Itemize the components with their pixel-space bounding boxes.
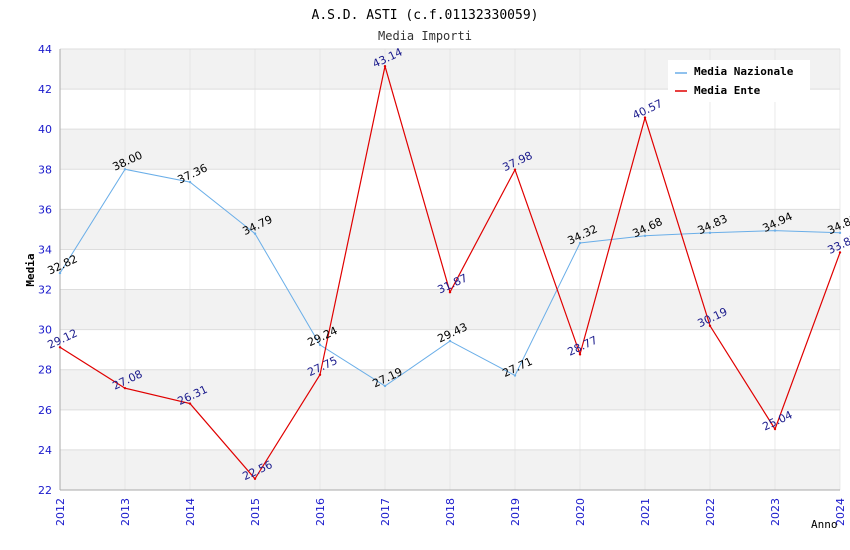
data-label-media-ente: 28.77 xyxy=(565,334,599,359)
data-point-media-ente xyxy=(643,116,647,119)
y-tick-label: 24 xyxy=(38,444,52,457)
x-tick-label: 2016 xyxy=(314,498,327,526)
data-point-media-ente xyxy=(513,168,517,171)
data-point-media-ente xyxy=(838,251,842,254)
data-point-media-nazionale xyxy=(773,229,777,232)
x-tick-label: 2012 xyxy=(54,498,67,526)
legend: Media Nazionale Media Ente xyxy=(668,60,810,102)
grid-lines xyxy=(59,48,841,491)
y-tick-label: 38 xyxy=(38,163,52,176)
data-labels: 32.8238.0037.3634.7929.2427.1929.4327.71… xyxy=(45,46,850,484)
y-tick-label: 22 xyxy=(38,484,52,497)
y-tick-label: 34 xyxy=(38,243,52,256)
x-tick-label: 2018 xyxy=(444,498,457,526)
data-point-media-nazionale xyxy=(578,241,582,245)
data-point-media-ente xyxy=(448,290,452,294)
y-tick-label: 32 xyxy=(38,284,52,297)
legend-label-media-ente: Media Ente xyxy=(694,84,761,97)
y-tick-label: 30 xyxy=(38,324,52,337)
data-point-media-nazionale xyxy=(513,374,517,377)
y-tick-label: 42 xyxy=(38,83,52,96)
data-point-media-ente xyxy=(253,477,257,480)
data-point-media-nazionale xyxy=(188,180,192,184)
data-point-media-ente xyxy=(773,427,777,431)
data-point-media-nazionale xyxy=(383,384,387,388)
x-tick-label: 2022 xyxy=(704,498,717,526)
series-lines xyxy=(58,65,842,480)
legend-box xyxy=(668,60,810,102)
y-axis-label: Media xyxy=(24,253,37,286)
x-tick-label: 2013 xyxy=(119,498,132,526)
data-point-media-nazionale xyxy=(838,231,842,235)
data-point-media-ente xyxy=(383,65,387,68)
axes xyxy=(59,49,840,491)
x-tick-label: 2019 xyxy=(509,498,522,526)
x-tick-label: 2020 xyxy=(574,498,587,526)
data-point-media-nazionale xyxy=(253,232,257,235)
legend-label-media-nazionale: Media Nazionale xyxy=(694,65,794,78)
y-tick-label: 28 xyxy=(38,364,52,377)
chart-subtitle: Media Importi xyxy=(378,29,472,43)
data-label-media-ente: 40.57 xyxy=(630,97,664,122)
x-tick-label: 2021 xyxy=(639,498,652,526)
x-tick-label: 2014 xyxy=(184,498,197,526)
data-point-media-nazionale xyxy=(708,231,712,235)
data-point-media-ente xyxy=(188,402,192,405)
data-point-media-nazionale xyxy=(448,339,452,343)
data-point-media-ente xyxy=(58,346,62,349)
chart-title: A.S.D. ASTI (c.f.01132330059) xyxy=(312,8,539,23)
y-tick-label: 36 xyxy=(38,203,52,216)
y-tick-label: 40 xyxy=(38,123,52,136)
x-tick-label: 2015 xyxy=(249,498,262,526)
x-axis-label: Anno xyxy=(811,518,838,531)
data-point-media-nazionale xyxy=(58,271,62,275)
data-label-media-ente: 25.04 xyxy=(760,408,794,433)
x-tick-label: 2017 xyxy=(379,498,392,526)
x-tick-label: 2024 xyxy=(834,498,847,526)
data-point-media-ente xyxy=(123,386,127,390)
data-point-media-ente xyxy=(708,324,712,328)
data-point-media-ente xyxy=(578,353,582,356)
y-tick-label: 44 xyxy=(38,43,52,56)
x-tick-label: 2023 xyxy=(769,498,782,526)
y-tick-label: 26 xyxy=(38,404,52,417)
data-point-media-nazionale xyxy=(123,168,127,171)
x-tick-labels: 2012 2013 2014 2015 2016 2017 2018 2019 2020 2021… xyxy=(54,498,847,526)
data-point-media-nazionale xyxy=(643,234,647,238)
data-point-media-nazionale xyxy=(318,343,322,347)
data-point-media-ente xyxy=(318,373,322,376)
y-tick-labels: 22 24 26 28 30 32 34 36 38 40 42 44 xyxy=(38,43,52,497)
